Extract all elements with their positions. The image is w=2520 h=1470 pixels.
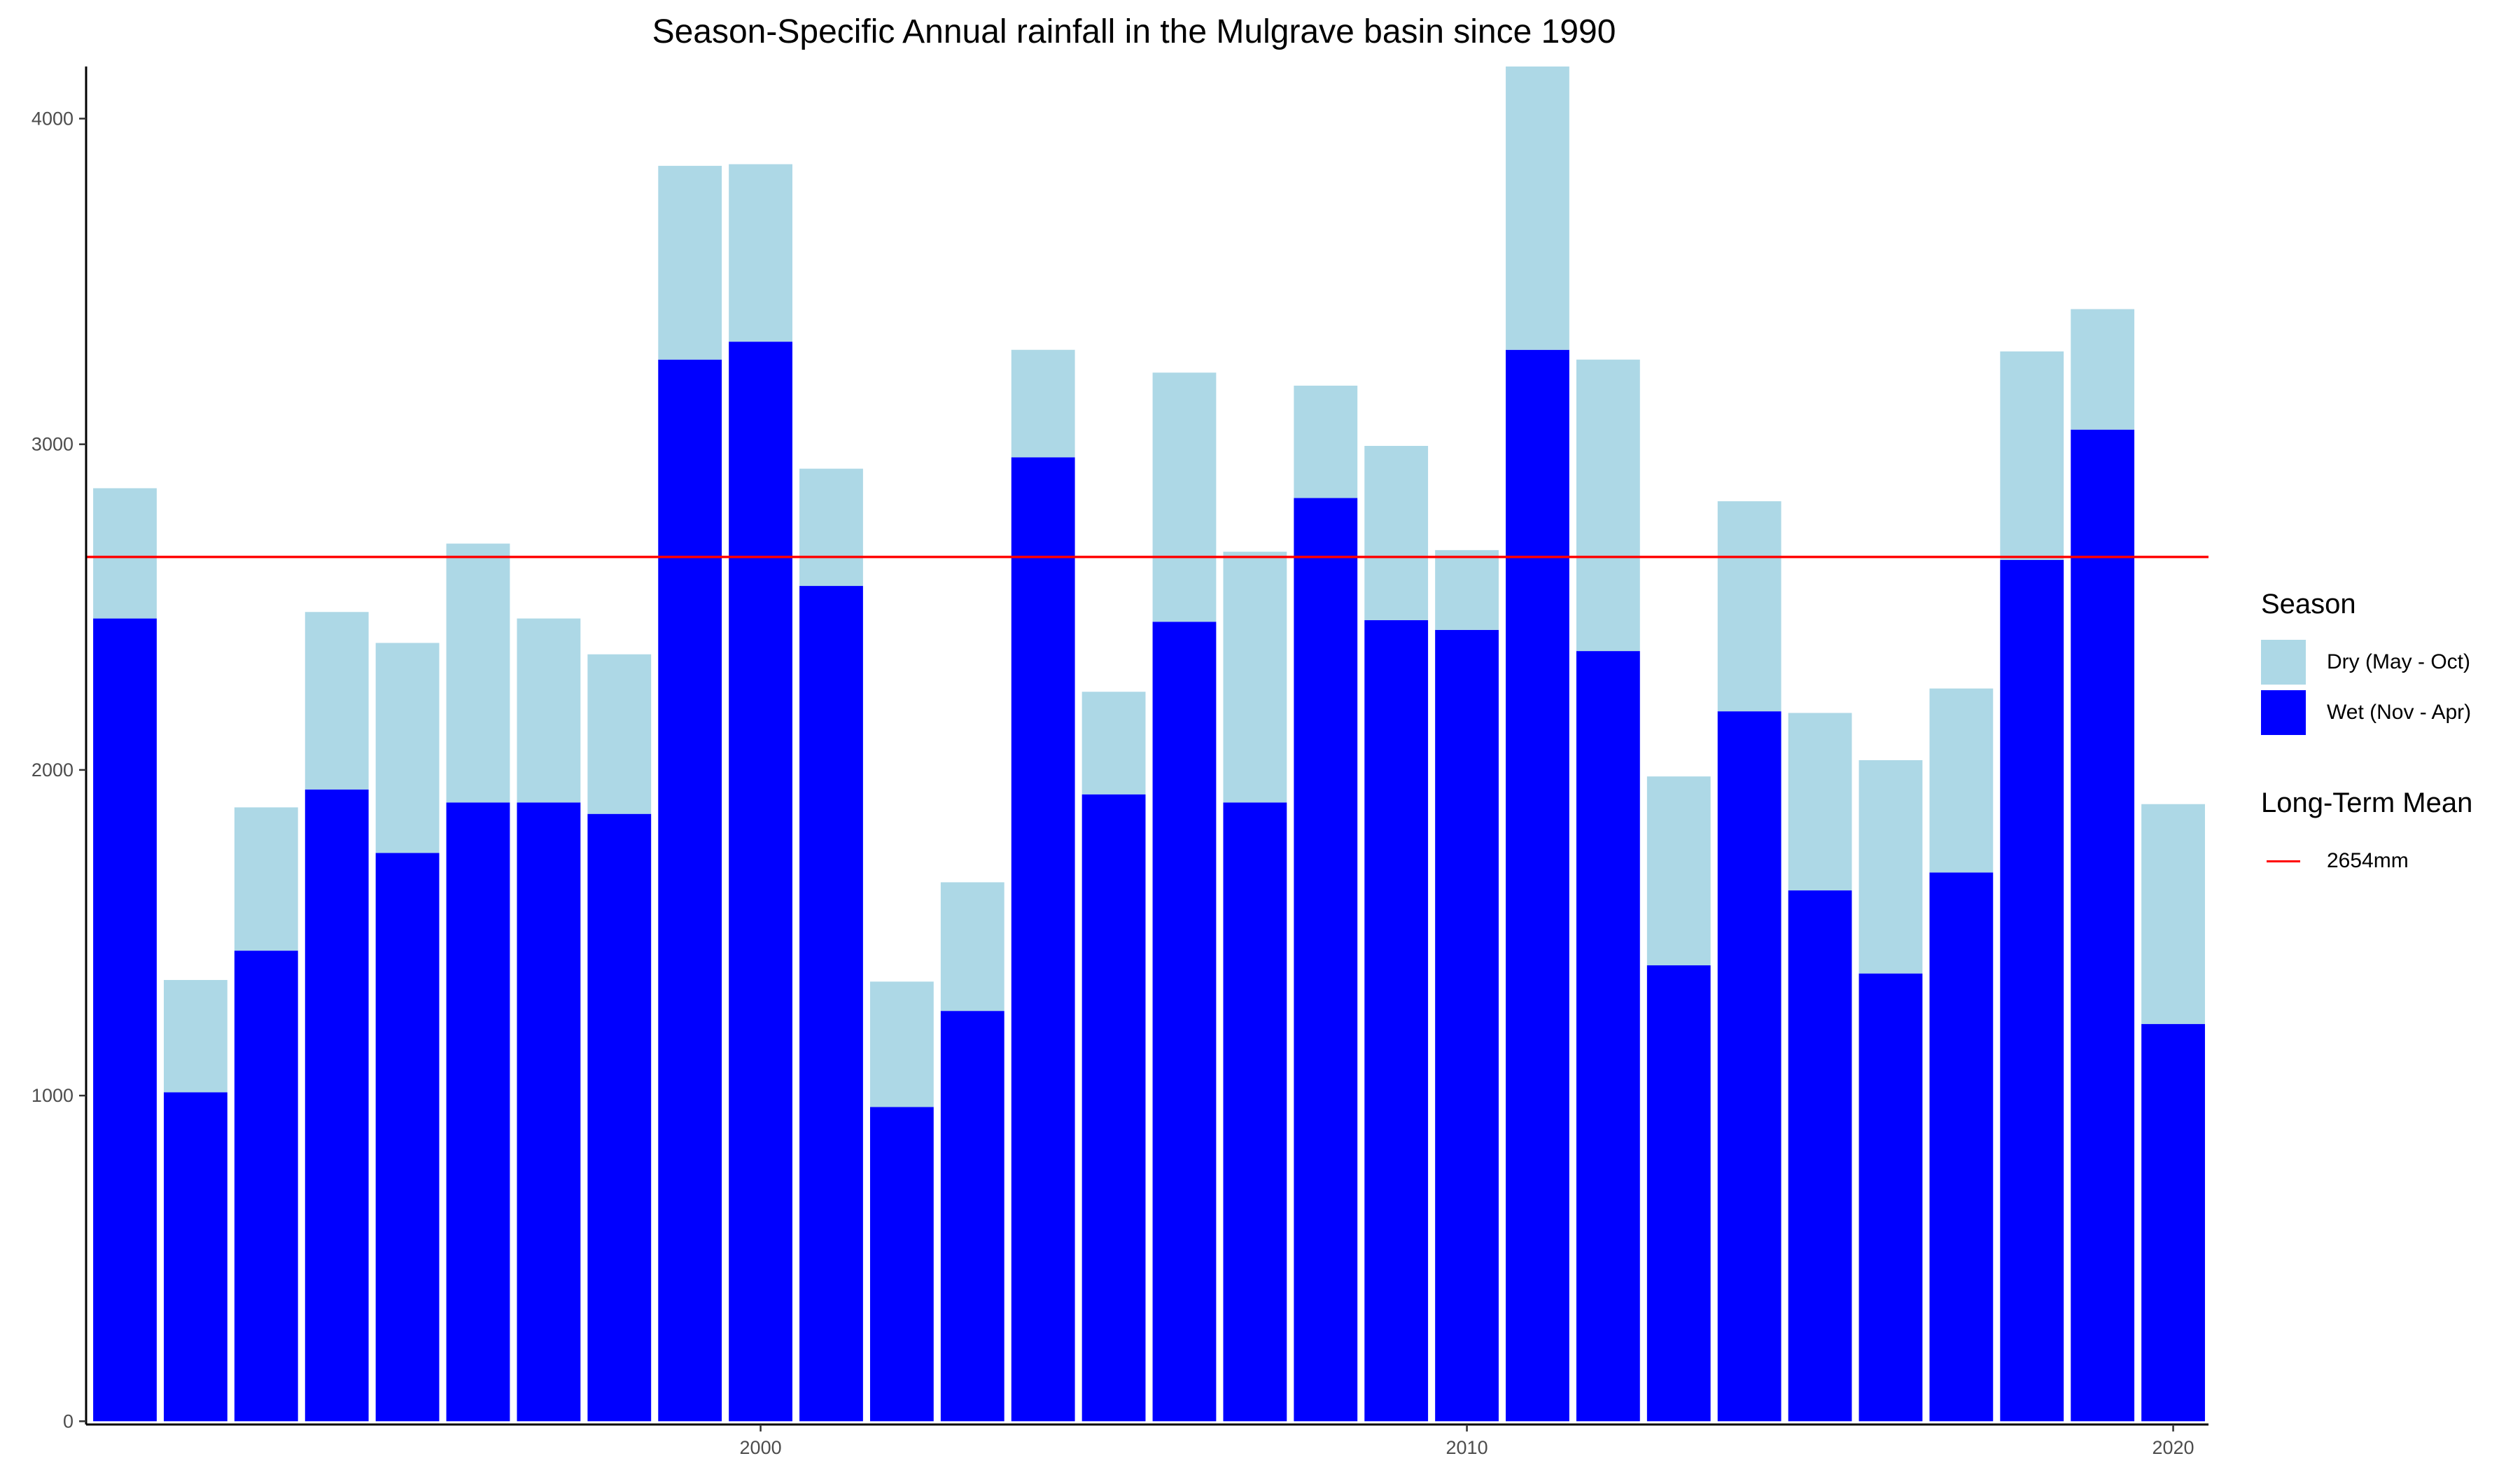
bar-dry-2006 [1152, 372, 1217, 622]
legend-mean-title: Long-Term Mean [2261, 788, 2473, 818]
bar-dry-2018 [2000, 351, 2064, 560]
bar-dry-2010 [1435, 550, 1499, 630]
x-tick-label-2010: 2010 [1446, 1437, 1488, 1458]
bar-wet-1994 [304, 789, 369, 1422]
bar-dry-1998 [587, 654, 652, 814]
bar-wet-1992 [163, 1092, 227, 1422]
bar-dry-2009 [1364, 445, 1429, 620]
bar-dry-1999 [658, 165, 722, 360]
bar-dry-2016 [1858, 760, 1923, 974]
bar-wet-2007 [1223, 802, 1287, 1422]
bar-wet-1997 [517, 802, 581, 1422]
bar-dry-2004 [1011, 349, 1075, 458]
bar-wet-2015 [1788, 890, 1852, 1422]
bar-dry-2007 [1223, 552, 1287, 803]
y-tick-label-4000: 4000 [31, 108, 74, 129]
bar-wet-2011 [1506, 349, 1569, 1422]
bar-dry-2000 [729, 164, 792, 342]
legend-item-dry: Dry (May - Oct) [2261, 637, 2513, 687]
y-tick-label-2000: 2000 [31, 760, 74, 780]
bar-dry-1996 [446, 543, 510, 803]
bar-wet-1999 [658, 359, 722, 1422]
bar-dry-2013 [1646, 776, 1711, 966]
bar-wet-2000 [729, 342, 792, 1422]
bars-group [93, 66, 2205, 1422]
legend-label-wet: Wet (Nov - Apr) [2327, 701, 2472, 724]
bar-wet-1996 [446, 802, 510, 1422]
bar-wet-2019 [2071, 429, 2135, 1422]
bar-wet-2008 [1294, 498, 1358, 1422]
bar-wet-2013 [1646, 965, 1711, 1422]
bar-wet-2012 [1576, 651, 1640, 1422]
bar-dry-1991 [93, 488, 157, 619]
legend-item-wet: Wet (Nov - Apr) [2261, 687, 2513, 738]
bar-dry-2019 [2071, 309, 2135, 430]
x-tick-label-2020: 2020 [2152, 1437, 2194, 1458]
bar-dry-1993 [234, 807, 298, 951]
bar-dry-1992 [163, 979, 227, 1093]
bar-wet-2010 [1435, 629, 1499, 1422]
bar-dry-2008 [1294, 385, 1358, 498]
legend-item-mean: 2654mm [2261, 836, 2513, 886]
bar-wet-2005 [1082, 794, 1146, 1422]
bar-dry-2002 [869, 981, 934, 1107]
bar-dry-1995 [375, 643, 440, 853]
bar-wet-2003 [940, 1011, 1004, 1422]
chart-title: Season-Specific Annual rainfall in the M… [652, 13, 1616, 50]
bar-wet-2004 [1011, 457, 1075, 1422]
bar-wet-1998 [587, 813, 652, 1422]
bar-wet-2016 [1858, 973, 1923, 1422]
axes-group: 0 1000 2000 3000 4000 2000 2010 2020 [31, 66, 2208, 1458]
bar-wet-2002 [869, 1107, 934, 1422]
legend-season-title: Season [2261, 589, 2356, 620]
bar-wet-1993 [234, 951, 298, 1422]
bar-wet-2017 [1929, 872, 1994, 1422]
legend: Season Dry (May - Oct) Wet (Nov - Apr) L… [2261, 588, 2513, 886]
legend-key-mean [2261, 839, 2306, 883]
y-tick-label-1000: 1000 [31, 1085, 74, 1106]
x-tick-label-2000: 2000 [740, 1437, 782, 1458]
bar-dry-1994 [304, 612, 369, 790]
bar-dry-2015 [1788, 713, 1852, 891]
bar-dry-2001 [799, 468, 863, 587]
legend-label-mean: 2654mm [2327, 849, 2409, 872]
plot-area: 0 1000 2000 3000 4000 2000 2010 2020 [31, 66, 2208, 1458]
bar-wet-2009 [1364, 620, 1429, 1422]
bar-wet-2018 [2000, 559, 2064, 1422]
bar-dry-1997 [517, 618, 581, 803]
bar-wet-2001 [799, 586, 863, 1422]
y-tick-label-0: 0 [63, 1410, 74, 1432]
bar-dry-2020 [2141, 804, 2205, 1024]
y-tick-label-3000: 3000 [31, 434, 74, 455]
bar-dry-2012 [1576, 359, 1640, 652]
bar-dry-2011 [1506, 66, 1569, 350]
legend-key-wet [2261, 690, 2306, 735]
bar-dry-2017 [1929, 688, 1994, 873]
bar-dry-2003 [940, 882, 1004, 1011]
bar-wet-2020 [2141, 1023, 2205, 1422]
bar-dry-2014 [1717, 501, 1782, 712]
bar-wet-1991 [93, 618, 157, 1422]
legend-label-dry: Dry (May - Oct) [2327, 650, 2470, 673]
bar-dry-2005 [1082, 692, 1146, 794]
bar-wet-2014 [1717, 711, 1782, 1422]
bar-wet-2006 [1152, 622, 1217, 1422]
legend-key-dry [2261, 640, 2306, 685]
bar-wet-1995 [375, 853, 440, 1422]
